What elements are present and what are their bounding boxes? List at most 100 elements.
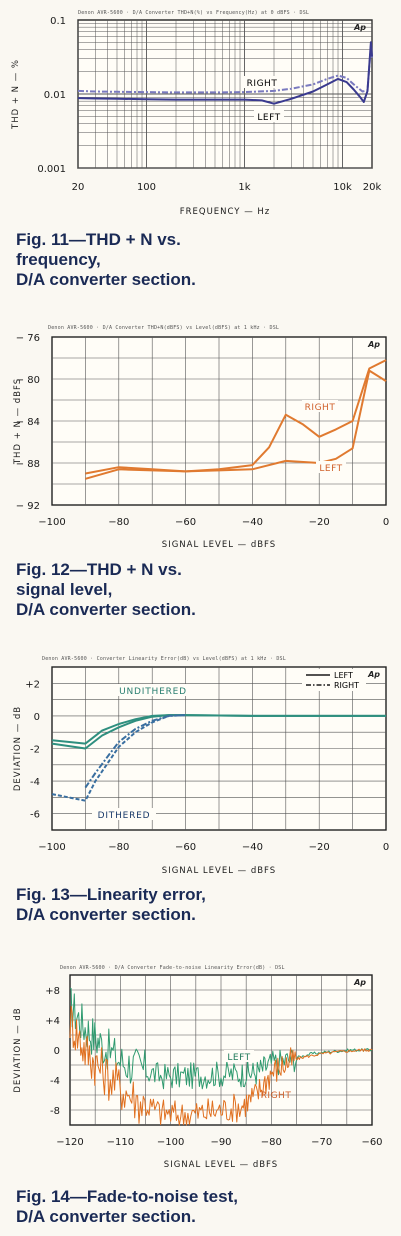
y-tick-label: +8	[45, 986, 60, 997]
series-label-left: LEFT	[257, 113, 280, 123]
label-bg	[224, 1050, 254, 1062]
chart-linearity-error: Denon AVR-5600 · Converter Linearity Err…	[0, 645, 401, 945]
series-label-left: LEFT	[227, 1053, 250, 1063]
caption-line: frequency,	[16, 250, 101, 269]
chart-svg: −120 −110 −100 −90 −80 −70 −60 +8 +4 0 -4 -8 SIGNAL …	[13, 974, 383, 1170]
chart-header: Denon AVR-5600 · D/A Converter THD+N(dBF…	[48, 325, 280, 331]
label-bg	[114, 684, 192, 696]
annotation-dithered: DITHERED	[98, 811, 151, 821]
y-tick-label: -4	[50, 1076, 60, 1087]
y-tick-label: -4	[30, 777, 40, 788]
x-tick-label: −70	[311, 1137, 332, 1148]
y-axis-title: THD + N — dBFS	[13, 378, 23, 465]
chart-thd-vs-frequency: Denon AVR-5600 · D/A Converter THD+N(%) …	[0, 0, 401, 300]
y-tick-label: 0	[34, 712, 40, 723]
chart-svg: 20 100 1k 10k 20k 0.001 0.01 0.1 FREQUENCY — Hz T…	[11, 16, 382, 217]
y-tick-label: 0	[54, 1046, 60, 1057]
label-bg	[244, 76, 280, 88]
x-tick-label: −120	[56, 1137, 83, 1148]
caption-line: Fig. 14—Fade-to-noise test,	[16, 1187, 238, 1206]
x-axis-title: SIGNAL LEVEL — dBFS	[164, 1160, 278, 1170]
caption-line: D/A converter section.	[16, 905, 196, 924]
chart-header: Denon AVR-5600 · Converter Linearity Err…	[42, 656, 286, 662]
ap-logo: Ap	[353, 23, 366, 32]
annotation-undithered: UNDITHERED	[119, 687, 187, 697]
y-tick-label: +2	[25, 679, 40, 690]
series-line-left	[77, 41, 373, 105]
y-tick-label: − 84	[16, 417, 40, 428]
label-bg	[92, 808, 156, 820]
y-tick-label: -2	[30, 745, 40, 756]
x-tick-label: 20	[72, 182, 85, 193]
label-bg	[316, 461, 346, 473]
y-axis-title: DEVIATION — dB	[13, 1007, 23, 1092]
series-label-left: LEFT	[319, 464, 342, 474]
figure-caption: Fig. 14—Fade-to-noise test, D/A converte…	[16, 1187, 238, 1227]
ap-logo: Ap	[367, 340, 380, 349]
y-axis-title: DEVIATION — dB	[13, 706, 23, 791]
x-tick-label: −40	[242, 517, 263, 528]
chart-svg: −100 −80 −60 −40 −20 0 +2 0 -2 -4 -6 SIGNAL LEVEL —…	[13, 666, 389, 876]
legend-label-right: RIGHT	[334, 681, 359, 690]
series-line-left	[69, 987, 373, 1090]
chart-header: Denon AVR-5600 · D/A Converter Fade-to-n…	[60, 965, 285, 971]
caption-line: Fig. 13—Linearity error,	[16, 885, 206, 904]
caption-line: D/A converter section.	[16, 600, 196, 619]
x-tick-label: 10k	[333, 182, 352, 193]
y-tick-label: 0.01	[44, 90, 66, 101]
y-axis-title: THD + N — %	[11, 59, 21, 130]
caption-line: D/A converter section.	[16, 270, 196, 289]
x-tick-label: 1k	[238, 182, 250, 193]
ap-logo: Ap	[367, 670, 380, 679]
x-tick-label: −110	[107, 1137, 134, 1148]
series-line-right	[51, 714, 386, 745]
figure-caption: Fig. 12—THD + N vs. signal level, D/A co…	[16, 560, 196, 620]
caption-line: D/A converter section.	[16, 1207, 196, 1226]
x-tick-label: 100	[137, 182, 156, 193]
y-tick-label: +4	[45, 1016, 60, 1027]
series-line-left	[51, 714, 186, 802]
y-tick-label: 0.001	[37, 164, 66, 175]
label-bg	[302, 400, 338, 412]
x-tick-label: −20	[309, 842, 330, 853]
x-tick-label: −60	[175, 517, 196, 528]
x-tick-label: −100	[157, 1137, 184, 1148]
figure-caption: Fig. 13—Linearity error, D/A converter s…	[16, 885, 206, 925]
caption-line: Fig. 12—THD + N vs.	[16, 560, 182, 579]
x-tick-label: −100	[38, 842, 65, 853]
y-tick-label: − 92	[16, 501, 40, 512]
y-tick-label: 0.1	[50, 16, 66, 27]
series-label-right: RIGHT	[305, 403, 336, 413]
x-tick-label: −80	[108, 842, 129, 853]
x-tick-label: 0	[383, 517, 389, 528]
x-axis-title: SIGNAL LEVEL — dBFS	[162, 866, 276, 876]
x-tick-label: −90	[210, 1137, 231, 1148]
x-tick-label: 20k	[363, 182, 382, 193]
series-label-right: RIGHT	[261, 1091, 292, 1101]
series-line-right	[84, 714, 186, 789]
caption-line: signal level,	[16, 580, 113, 599]
x-tick-label: −60	[175, 842, 196, 853]
legend-label-left: LEFT	[334, 671, 353, 680]
series-label-right: RIGHT	[247, 79, 278, 89]
x-axis-title: SIGNAL LEVEL — dBFS	[162, 540, 276, 550]
x-tick-label: −40	[242, 842, 263, 853]
chart-fade-to-noise: Denon AVR-5600 · D/A Converter Fade-to-n…	[0, 955, 401, 1236]
x-tick-label: −80	[261, 1137, 282, 1148]
x-tick-label: 0	[383, 842, 389, 853]
ap-logo: Ap	[353, 978, 366, 987]
x-tick-label: −20	[309, 517, 330, 528]
x-tick-label: −60	[361, 1137, 382, 1148]
caption-line: Fig. 11—THD + N vs.	[16, 230, 181, 249]
chart-svg: −100 −80 −60 −40 −20 0 − 76 − 80 − 84 − 88 − 92 SIG…	[13, 333, 389, 550]
chart-header: Denon AVR-5600 · D/A Converter THD+N(%) …	[78, 10, 310, 16]
figure-caption: Fig. 11—THD + N vs. frequency, D/A conve…	[16, 230, 196, 290]
series-line-left	[85, 369, 387, 475]
x-axis-title: FREQUENCY — Hz	[180, 207, 271, 217]
chart-thd-vs-level: Denon AVR-5600 · D/A Converter THD+N(dBF…	[0, 315, 401, 635]
y-tick-label: − 76	[16, 333, 40, 344]
y-tick-label: − 88	[16, 459, 40, 470]
y-tick-label: -8	[50, 1106, 60, 1117]
x-tick-label: −100	[38, 517, 65, 528]
y-tick-label: − 80	[16, 375, 40, 386]
